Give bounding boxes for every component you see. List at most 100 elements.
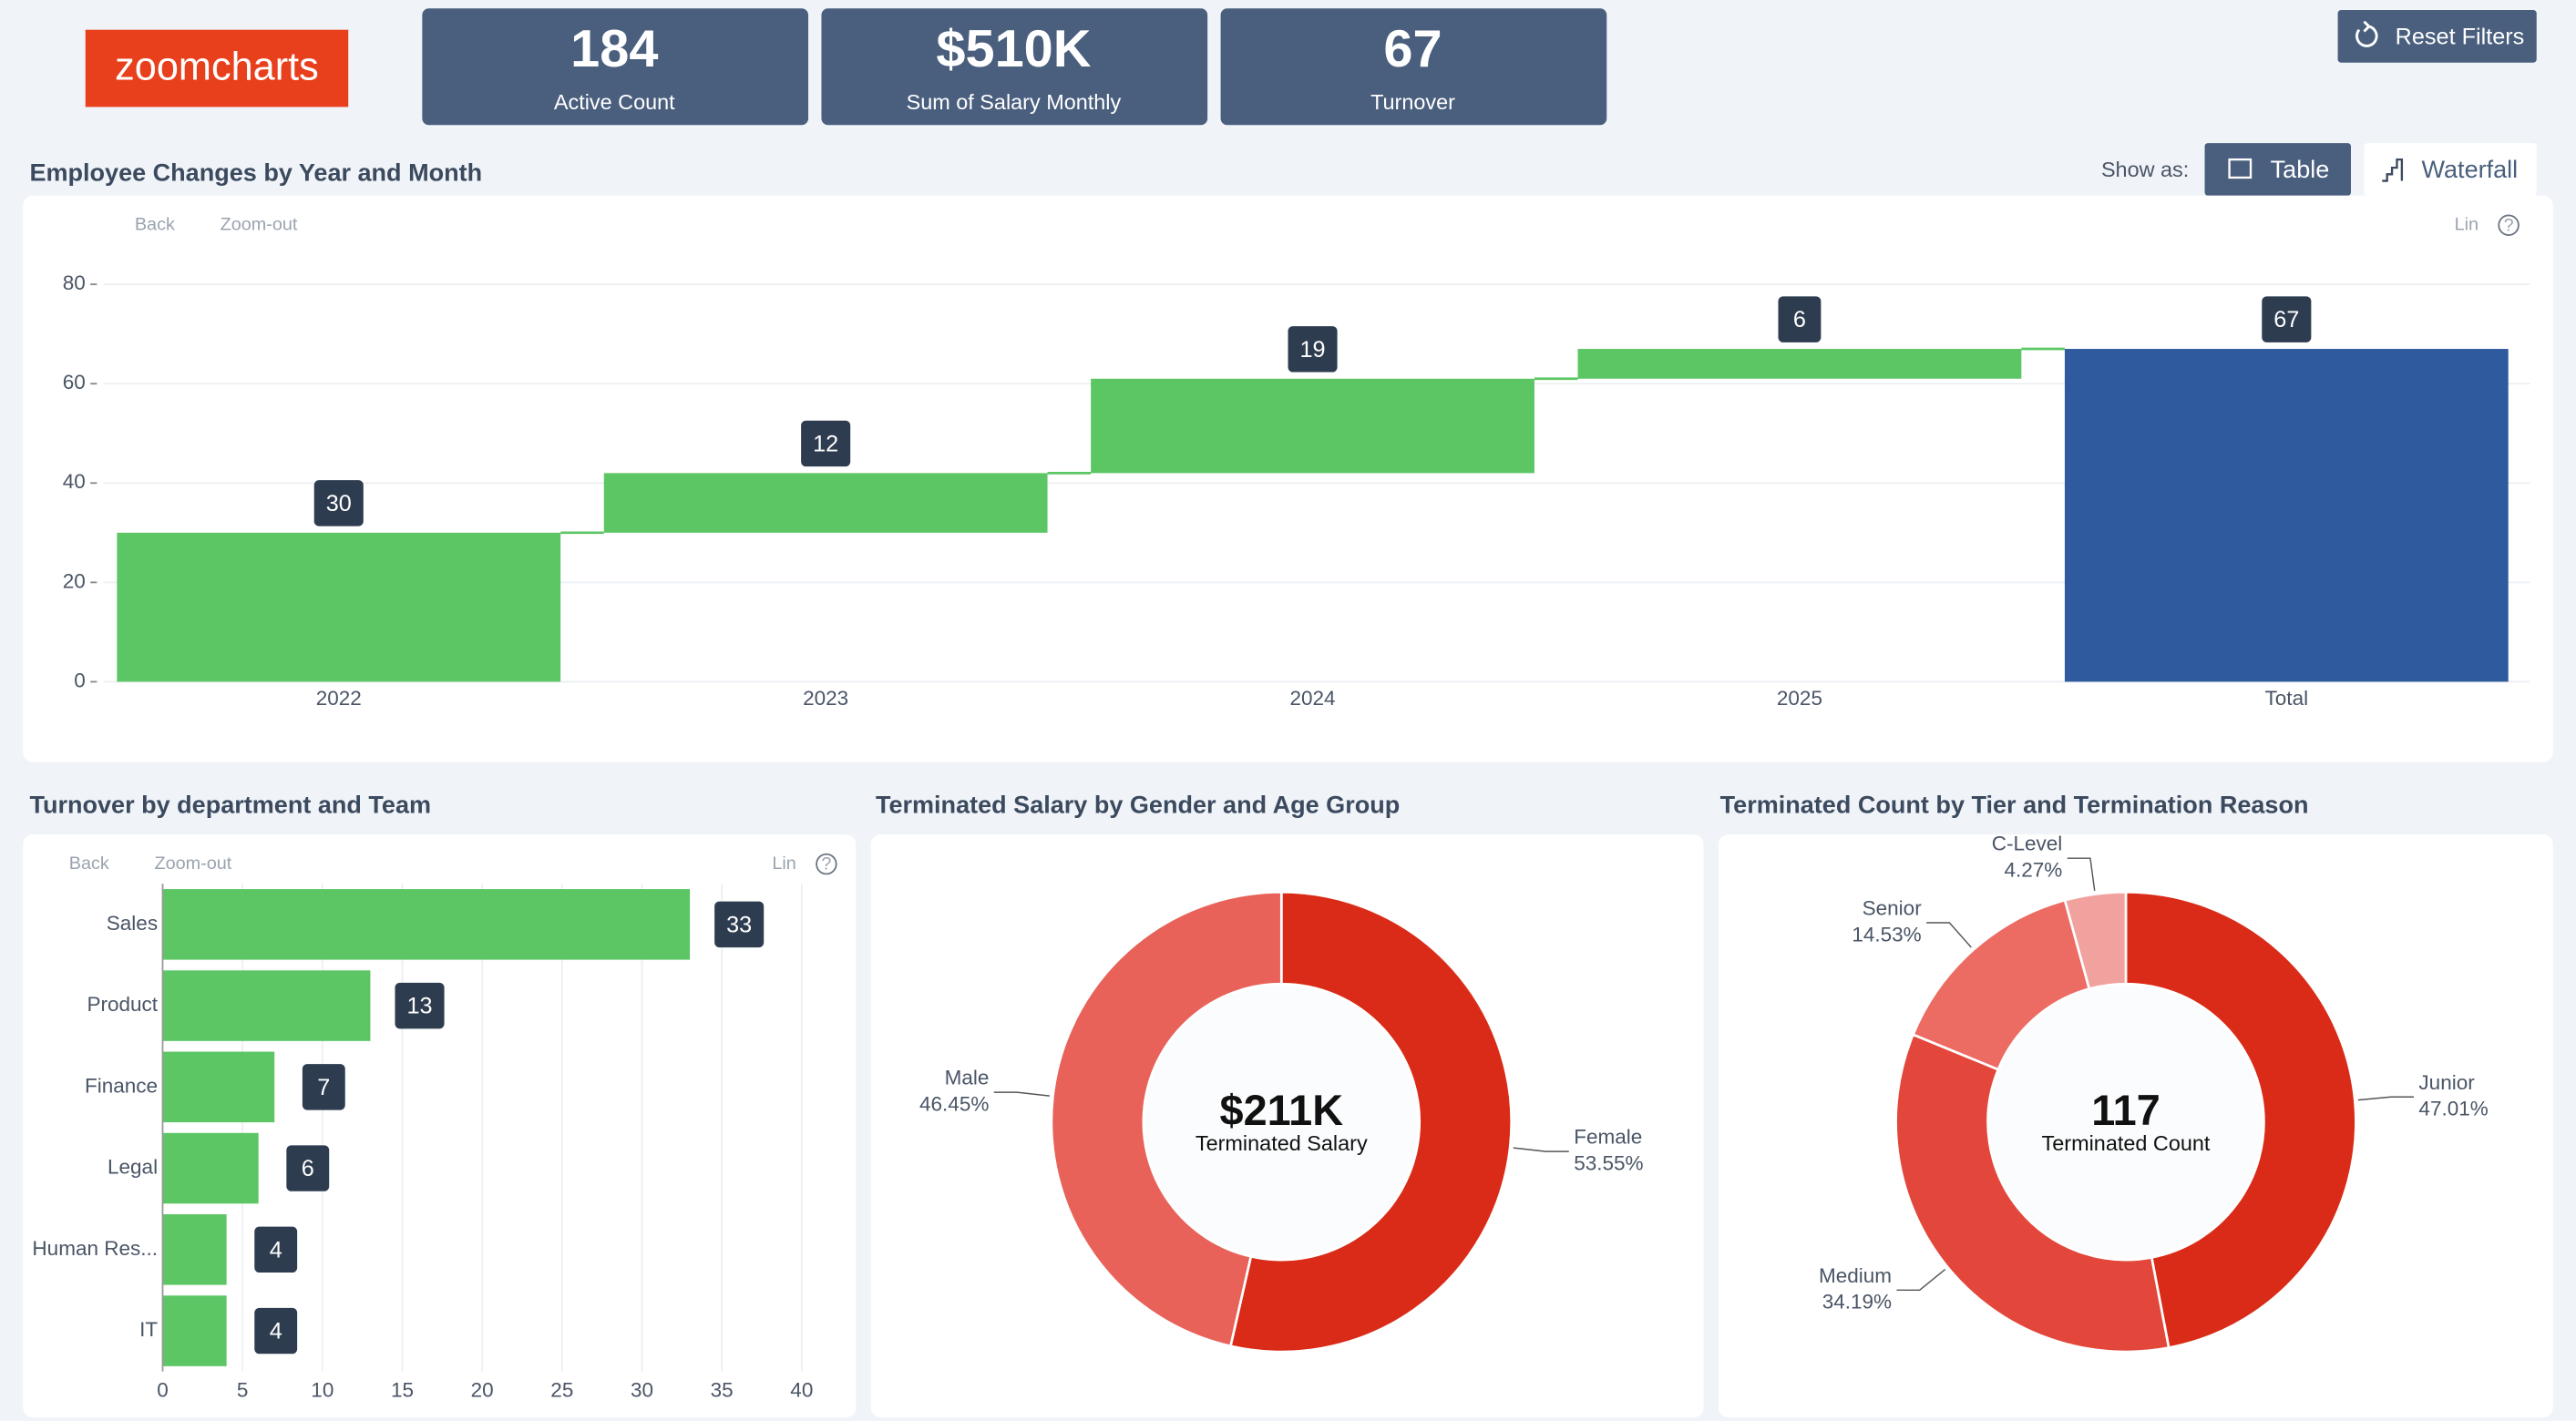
data-label: 33 xyxy=(726,912,752,937)
x-tick-label: 40 xyxy=(790,1378,813,1401)
data-label-bg xyxy=(286,1145,330,1191)
leader-line xyxy=(2067,857,2096,892)
x-tick-label: 10 xyxy=(311,1378,334,1401)
x-tick-label: 30 xyxy=(631,1378,653,1401)
donut-slice xyxy=(2124,890,2357,1350)
data-label: 7 xyxy=(317,1075,330,1100)
kpi-label: Active Count xyxy=(554,90,675,114)
data-label: 13 xyxy=(406,994,432,1019)
slice-value-label: 47.01% xyxy=(2418,1098,2488,1120)
bar xyxy=(162,1295,227,1366)
data-label-bg xyxy=(714,901,765,948)
x-tick-label: 35 xyxy=(711,1378,734,1401)
bar xyxy=(1091,378,1534,474)
waterfall-toggle-label: Waterfall xyxy=(2422,156,2519,183)
slice-value-label: 53.55% xyxy=(1574,1152,1643,1175)
x-tick-label: Total xyxy=(2265,687,2309,710)
reset-label: Reset Filters xyxy=(2396,24,2525,49)
back-button[interactable]: Back xyxy=(135,214,175,234)
center-label: Terminated Salary xyxy=(1196,1131,1368,1155)
kpi-label: Sum of Salary Monthly xyxy=(907,90,1122,114)
data-label: 6 xyxy=(302,1156,314,1181)
slice-value-label: 34.19% xyxy=(1822,1291,1892,1314)
donut-hole xyxy=(1144,985,1418,1259)
bar xyxy=(1577,349,2022,379)
y-tick-label: 60 xyxy=(63,371,86,394)
data-label: 4 xyxy=(270,1319,282,1344)
zoom-out-button[interactable]: Zoom-out xyxy=(154,854,231,874)
slice-label: C-Level xyxy=(1992,833,2063,855)
slice-label: Medium xyxy=(1819,1264,1892,1287)
slice-label: Female xyxy=(1574,1126,1642,1149)
center-value: 117 xyxy=(2091,1087,2160,1134)
kpi-value: 67 xyxy=(1383,20,1442,78)
leader-line xyxy=(1926,922,1972,948)
waterfall-icon xyxy=(2382,158,2404,182)
x-tick-label: 2022 xyxy=(316,687,362,710)
x-tick-label: 2023 xyxy=(803,687,848,710)
leader-line xyxy=(993,1091,1050,1097)
zoom-out-button[interactable]: Zoom-out xyxy=(221,214,298,234)
help-icon xyxy=(816,853,837,875)
bar xyxy=(162,970,371,1041)
data-label: 30 xyxy=(326,491,352,516)
y-tick-label: Finance xyxy=(85,1074,158,1097)
table-icon xyxy=(2228,158,2253,179)
center-label: Terminated Count xyxy=(2042,1131,2211,1155)
data-label-bg xyxy=(801,420,851,467)
x-tick-label: 25 xyxy=(550,1378,573,1401)
leader-line xyxy=(2357,1096,2415,1101)
chart-title: Terminated Count by Tier and Termination… xyxy=(1720,792,2309,819)
x-tick-label: 2025 xyxy=(1777,687,1822,710)
back-button[interactable]: Back xyxy=(69,854,109,874)
slice-value-label: 4.27% xyxy=(2004,859,2062,882)
data-label-bg xyxy=(302,1064,345,1110)
data-label-bg xyxy=(254,1226,298,1273)
kpi-card xyxy=(821,8,1208,126)
y-tick-label: 80 xyxy=(63,271,86,294)
bar xyxy=(162,1214,227,1285)
leader-line xyxy=(1513,1147,1569,1152)
help-text: ? xyxy=(2504,215,2514,235)
bar xyxy=(162,889,691,960)
data-label-bg xyxy=(395,982,445,1029)
x-tick-label: 2024 xyxy=(1289,687,1335,710)
y-tick-label: 0 xyxy=(74,669,86,691)
slice-label: Senior xyxy=(1863,897,1923,920)
data-label: 6 xyxy=(1793,307,1806,332)
logo[interactable] xyxy=(85,29,349,107)
slice-value-label: 14.53% xyxy=(1852,923,1921,946)
table-toggle[interactable] xyxy=(2204,143,2351,196)
y-tick-label: Product xyxy=(87,993,158,1016)
scale-button[interactable]: Lin xyxy=(2455,214,2479,234)
data-label: 12 xyxy=(813,431,838,456)
data-label-bg xyxy=(254,1307,298,1355)
bar xyxy=(162,1051,275,1123)
bar xyxy=(117,532,561,682)
y-tick-label: Sales xyxy=(107,912,158,935)
panel xyxy=(23,195,2553,762)
donut-slice xyxy=(1228,890,1514,1354)
total-bar xyxy=(2064,349,2509,682)
show-as-label: Show as: xyxy=(2101,158,2189,181)
y-tick-label: Legal xyxy=(108,1156,158,1179)
data-label: 19 xyxy=(1300,337,1326,363)
scale-button[interactable]: Lin xyxy=(772,854,795,874)
donut-hole xyxy=(1989,985,2263,1259)
data-label-bg xyxy=(2262,296,2312,342)
x-tick-label: 5 xyxy=(237,1378,249,1401)
chart-title: Turnover by department and Team xyxy=(29,792,431,819)
reset-button[interactable] xyxy=(2337,10,2537,63)
logo-text: zoomcharts xyxy=(115,45,319,88)
help-text: ? xyxy=(821,854,831,874)
y-tick-label: 20 xyxy=(63,569,86,592)
donut-slice xyxy=(1894,1033,2171,1354)
x-tick-label: 0 xyxy=(157,1378,169,1401)
waterfall-toggle[interactable] xyxy=(2364,143,2537,196)
kpi-card xyxy=(422,8,809,126)
donut-slice xyxy=(1050,890,1283,1348)
x-tick-label: 15 xyxy=(391,1378,414,1401)
leader-line xyxy=(1896,1268,1946,1292)
data-label: 4 xyxy=(270,1237,282,1263)
